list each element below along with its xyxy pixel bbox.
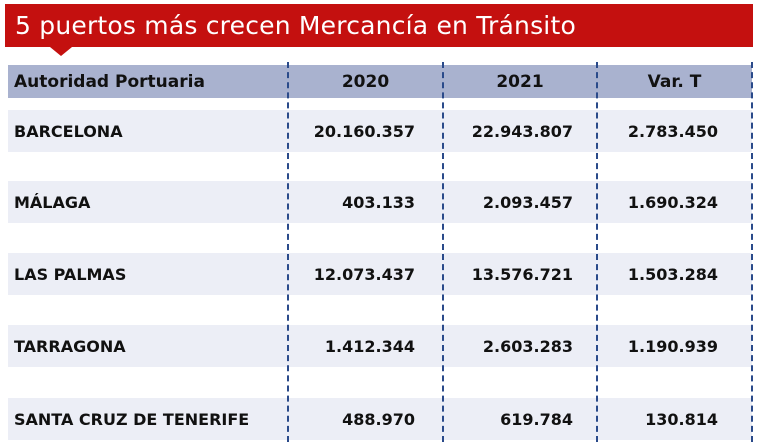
value-cell: 1.412.344 [324,336,415,356]
port-name-cell: TARRAGONA [14,336,126,356]
port-name-cell: MÁLAGA [14,192,91,212]
column-divider [442,62,444,442]
table-header: Autoridad Portuaria 2020 2021 Var. T [8,65,752,98]
value-cell: 2.603.283 [482,336,573,356]
header-autoridad: Autoridad Portuaria [14,71,205,92]
value-cell: 488.970 [342,409,415,429]
table-row: MÁLAGA 403.133 2.093.457 1.690.324 [8,181,752,223]
title-banner: 5 puertos más crecen Mercancía en Tránsi… [5,4,753,47]
value-cell: 1.190.939 [627,336,718,356]
header-var: Var. T [647,71,702,92]
port-name-cell: SANTA CRUZ DE TENERIFE [14,409,250,429]
value-cell: 130.814 [645,409,718,429]
table-row: SANTA CRUZ DE TENERIFE 488.970 619.784 130.… [8,398,752,440]
value-cell: 403.133 [342,192,415,212]
value-cell: 619.784 [500,409,573,429]
column-divider [596,62,598,442]
table-row: BARCELONA 20.160.357 22.943.807 2.783.450 [8,110,752,152]
table-row: TARRAGONA 1.412.344 2.603.283 1.190.939 [8,325,752,367]
value-cell: 13.576.721 [471,264,573,284]
table-row: LAS PALMAS 12.073.437 13.576.721 1.503.284 [8,253,752,295]
value-cell: 2.093.457 [482,192,573,212]
value-cell: 1.690.324 [627,192,718,212]
header-2020: 2020 [341,71,390,92]
value-cell: 1.503.284 [627,264,718,284]
banner-pointer [50,47,72,56]
port-name-cell: LAS PALMAS [14,264,127,284]
value-cell: 22.943.807 [471,121,573,141]
value-cell: 2.783.450 [627,121,718,141]
column-divider [287,62,289,442]
port-name-cell: BARCELONA [14,121,123,141]
column-divider [751,62,753,442]
value-cell: 12.073.437 [313,264,415,284]
value-cell: 20.160.357 [313,121,415,141]
header-2021: 2021 [496,71,544,92]
